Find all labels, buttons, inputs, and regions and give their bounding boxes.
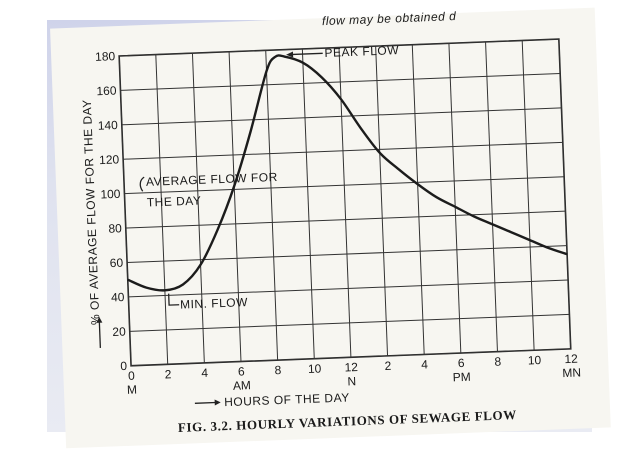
gridline-x — [521, 40, 535, 351]
x-tick-label: 0 — [128, 369, 136, 383]
x-tick-label: 10 — [528, 353, 542, 368]
peak-arrow-line — [289, 52, 323, 56]
gridline-x — [191, 53, 205, 363]
gridline-x — [558, 39, 572, 349]
x-tick-label: 8 — [494, 355, 502, 369]
paper-sheet — [50, 7, 611, 449]
x-tick-label: 2 — [164, 367, 172, 381]
flow-curve — [127, 54, 568, 292]
chart: 0 20 40 60 80 100 120 140 160 180 0 2 4 6 8 10 12 2 4 6 8 10… — [80, 38, 582, 435]
gridline-x — [118, 55, 132, 366]
peak-arrowhead — [286, 51, 294, 58]
y-tick-label: 100 — [100, 187, 121, 202]
annotation-arrows — [96, 51, 323, 406]
y-label-arrow — [98, 320, 102, 348]
x-tick-label: 4 — [201, 366, 209, 380]
gridline-x — [411, 44, 425, 355]
x-sublabel: AM — [233, 378, 252, 393]
y-axis-ticks: 0 20 40 60 80 100 120 140 160 180 — [95, 49, 128, 373]
gridline-x — [301, 48, 315, 359]
x-axis-label: HOURS OF THE DAY — [224, 390, 350, 409]
x-tick-label: 2 — [384, 359, 392, 373]
y-tick-label: 40 — [111, 290, 125, 305]
x-sublabel: PM — [452, 370, 471, 385]
y-tick-label: 140 — [98, 118, 119, 133]
y-tick-label: 180 — [95, 49, 116, 64]
y-tick-label: 160 — [96, 84, 117, 99]
gridline-x — [485, 41, 498, 352]
annotation-min-flow: MIN. FLOW — [180, 295, 248, 312]
gridline-x — [228, 51, 242, 362]
x-tick-label: 6 — [458, 356, 466, 370]
y-label-arrowhead — [96, 316, 103, 323]
annotation-peak-flow: PEAK FLOW — [324, 43, 399, 60]
x-tick-label: 12 — [564, 352, 578, 367]
x-axis-ticks: 0 2 4 6 8 10 12 2 4 6 8 10 12 — [128, 352, 579, 383]
x-tick-label: 10 — [308, 361, 322, 376]
y-tick-label: 60 — [109, 256, 123, 271]
x-sublabel: MN — [562, 365, 581, 380]
annotation-average-flow-2: THE DAY — [147, 193, 202, 209]
y-tick-label: 120 — [99, 152, 120, 167]
x-tick-label: 8 — [274, 363, 282, 377]
annotation-average-flow: AVERAGE FLOW FOR — [146, 170, 278, 189]
x-sublabel: M — [127, 383, 138, 397]
x-axis-sublabels: M AM N PM MN — [127, 365, 582, 396]
x-tick-label: 6 — [238, 364, 246, 378]
y-tick-label: 20 — [112, 324, 126, 339]
grid — [118, 38, 572, 367]
min-flow-leader — [168, 293, 180, 306]
x-tick-label: 12 — [344, 360, 358, 375]
y-tick-label: 0 — [120, 359, 128, 373]
x-sublabel: N — [347, 374, 356, 388]
gridline-x — [265, 50, 279, 361]
y-tick-label: 80 — [108, 221, 122, 236]
gridline-x — [375, 46, 389, 356]
gridline-x — [155, 54, 169, 365]
x-tick-label: 4 — [421, 357, 429, 371]
average-bracket — [139, 176, 145, 192]
x-label-arrowhead — [214, 399, 221, 406]
gridline-x — [448, 43, 462, 354]
top-text-fragment: flow may be obtained d — [322, 9, 457, 28]
